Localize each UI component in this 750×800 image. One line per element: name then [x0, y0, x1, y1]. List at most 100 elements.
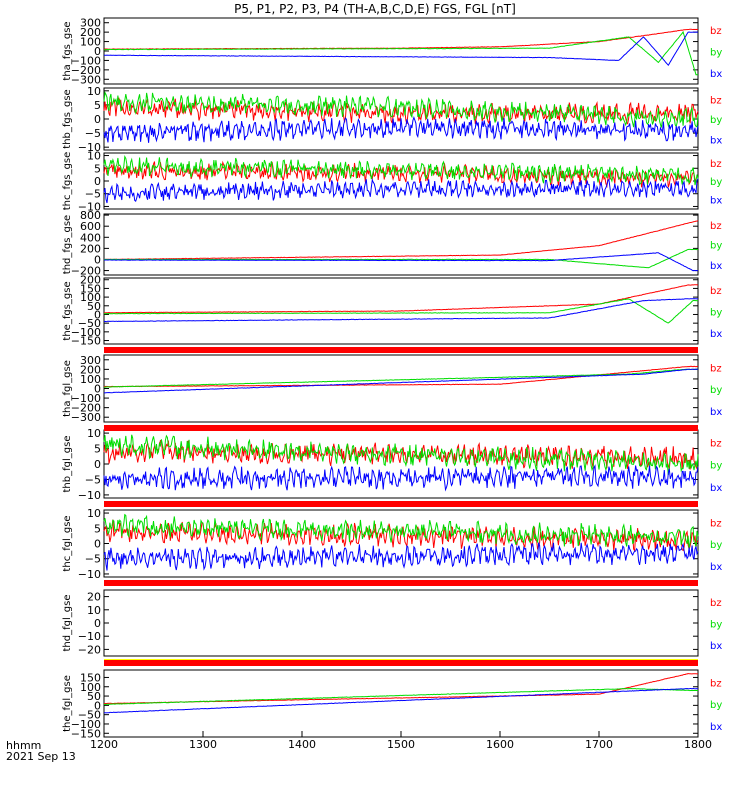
y-tick-label: 100 — [80, 291, 101, 304]
legend-by: by — [710, 115, 722, 126]
y-tick-label: 800 — [80, 209, 101, 222]
y-tick-label: −200 — [71, 64, 101, 77]
status-bar — [104, 425, 698, 431]
y-tick-label: −300 — [71, 411, 101, 424]
series-line-bz — [103, 672, 699, 705]
x-tick-label: 1600 — [486, 738, 514, 751]
legend-by: by — [710, 177, 722, 188]
y-tick-label: −10 — [78, 489, 101, 502]
series-line-by — [103, 90, 699, 128]
y-axis-label: thb_fgl_gse — [62, 436, 73, 493]
series-line-bz — [103, 284, 699, 314]
legend-by: by — [710, 700, 722, 711]
legend-bz: bz — [710, 221, 722, 232]
y-tick-label: −150 — [71, 727, 101, 740]
series-line-bx — [103, 368, 699, 394]
legend-bz: bz — [710, 678, 722, 689]
legend-by: by — [710, 540, 722, 551]
legend-bx: bx — [710, 722, 722, 733]
legend-bx: bx — [710, 196, 722, 207]
legend-bx: bx — [710, 562, 722, 573]
y-tick-label: −150 — [71, 335, 101, 348]
series-line-by — [103, 687, 698, 705]
series-line-by — [103, 298, 698, 324]
y-tick-label: −100 — [71, 392, 101, 405]
x-tick-label: 1300 — [189, 738, 217, 751]
legend-bx: bx — [710, 407, 722, 418]
y-tick-label: 0 — [94, 699, 101, 712]
legend-bz: bz — [710, 26, 722, 37]
legend-bx: bx — [710, 641, 722, 652]
x-tick-label: 1400 — [288, 738, 316, 751]
y-tick-label: 0 — [94, 175, 101, 188]
panel-thb_fgl_gse: 10 5 0 −5 −10 thb_fgl_gse bz by bx — [62, 427, 722, 502]
y-tick-label: 400 — [80, 231, 101, 244]
series-line-bx — [103, 252, 699, 272]
y-tick-label: −50 — [78, 317, 101, 330]
y-tick-label: −10 — [78, 141, 101, 154]
series-line-bx — [103, 115, 699, 143]
status-bar — [104, 660, 698, 666]
y-axis-label: thd_fgl_gse — [62, 595, 73, 652]
y-axis-label: thb_fgs_gse — [62, 89, 73, 148]
y-tick-label: −300 — [71, 73, 101, 86]
series-line-by — [103, 368, 699, 388]
x-tick-label: 1700 — [585, 738, 613, 751]
legend-bx: bx — [710, 261, 722, 272]
y-tick-label: −50 — [78, 709, 101, 722]
series-line-by — [104, 248, 699, 269]
series-line-bz — [103, 519, 699, 553]
y-axis-label: thd_fgs_gse — [62, 215, 73, 274]
y-axis-label: the_fgs_gse — [62, 281, 73, 340]
y-axis-label: the_fgl_gse — [62, 675, 73, 732]
y-tick-label: −20 — [78, 643, 101, 656]
y-tick-label: 10 — [87, 604, 101, 617]
legend-by: by — [710, 241, 722, 252]
series-line-bz — [103, 160, 699, 189]
legend-bz: bz — [710, 159, 722, 170]
series-line-bx — [104, 31, 699, 67]
panel-frame — [103, 17, 699, 85]
time-axis: 1200 1300 1400 1500 1600 1700 1800 — [90, 731, 712, 751]
y-tick-label: 10 — [87, 507, 101, 520]
panel-frame — [103, 589, 699, 657]
x-tick-label: 1200 — [90, 738, 118, 751]
y-axis-label: tha_fgs_gse — [62, 21, 73, 80]
series-line-bx — [103, 464, 699, 492]
y-tick-label: 300 — [80, 17, 101, 30]
y-tick-label: −5 — [85, 188, 101, 201]
figure-title: P5, P1, P2, P3, P4 (TH-A,B,C,D,E) FGS, F… — [234, 2, 516, 16]
legend-bz: bz — [710, 598, 722, 609]
y-tick-label: −10 — [78, 630, 101, 643]
series-line-bx — [103, 178, 699, 204]
legend-bz: bz — [710, 286, 722, 297]
y-tick-label: 200 — [80, 26, 101, 39]
y-tick-label: 0 — [94, 458, 101, 471]
status-bar — [104, 580, 698, 586]
x-tick-label: 1800 — [684, 738, 712, 751]
y-tick-label: 300 — [80, 354, 101, 367]
y-tick-label: 200 — [80, 242, 101, 255]
y-tick-label: −100 — [71, 54, 101, 67]
panel-frame — [103, 213, 699, 276]
y-tick-label: 20 — [87, 591, 101, 604]
panel-thc_fgl_gse: 10 5 0 −5 −10 thc_fgl_gse bz by bx — [62, 507, 722, 581]
y-axis-label: thc_fgl_gse — [62, 515, 73, 571]
y-tick-label: −200 — [71, 265, 101, 278]
legend-by: by — [710, 619, 722, 630]
y-tick-label: 100 — [80, 681, 101, 694]
y-tick-label: 150 — [80, 282, 101, 295]
y-tick-label: 10 — [87, 150, 101, 163]
series-line-bx — [104, 687, 699, 714]
y-tick-label: 0 — [94, 538, 101, 551]
series-line-bx — [103, 542, 699, 571]
y-tick-label: −10 — [78, 200, 101, 213]
x-tick-label: 1500 — [387, 738, 415, 751]
y-tick-label: −5 — [85, 553, 101, 566]
